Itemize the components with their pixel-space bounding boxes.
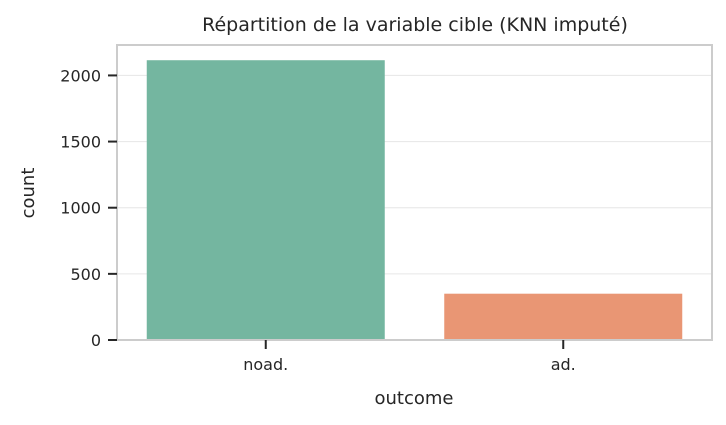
y-tick-label: 0 [91, 331, 101, 350]
y-tick-label: 500 [70, 265, 101, 284]
bar-ad [444, 293, 683, 340]
axis-ticks: 0 500 1000 1500 2000 noad. ad. [60, 66, 575, 374]
chart-title: Répartition de la variable cible (KNN im… [202, 14, 628, 36]
bars [146, 60, 683, 340]
x-tick-label: ad. [551, 355, 576, 374]
y-tick-label: 2000 [60, 66, 101, 85]
plot-frame [116, 44, 713, 341]
y-axis-label: count [18, 168, 39, 219]
y-tick-label: 1000 [60, 199, 101, 218]
x-tick-label: noad. [243, 355, 288, 374]
x-axis-label: outcome [375, 388, 454, 409]
y-tick-label: 1500 [60, 133, 101, 152]
bar-noad [146, 60, 385, 340]
